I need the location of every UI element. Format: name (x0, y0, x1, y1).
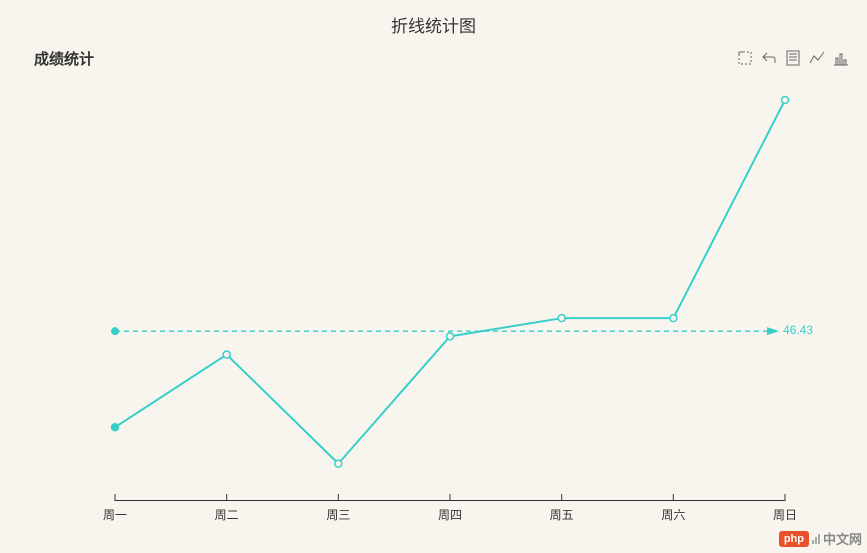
watermark: php 中文网 (779, 529, 862, 548)
x-tick-label: 周五 (550, 506, 574, 523)
watermark-text: 中文网 (812, 529, 862, 548)
x-tick-label: 周六 (661, 506, 685, 523)
watermark-badge: php (779, 531, 809, 547)
chart-root: { "layout": { "width": 867, "height": 55… (0, 0, 867, 553)
chart-canvas (0, 0, 867, 553)
x-tick-label: 周一 (103, 506, 127, 523)
x-tick-label: 周日 (773, 506, 797, 523)
signal-icon (812, 534, 820, 544)
x-axis (115, 494, 786, 501)
average-line (111, 327, 779, 335)
line-series (112, 97, 789, 468)
x-tick-label: 周四 (438, 506, 462, 523)
average-label: 46.43 (783, 323, 813, 337)
x-tick-label: 周三 (326, 506, 350, 523)
x-tick-label: 周二 (215, 506, 239, 523)
